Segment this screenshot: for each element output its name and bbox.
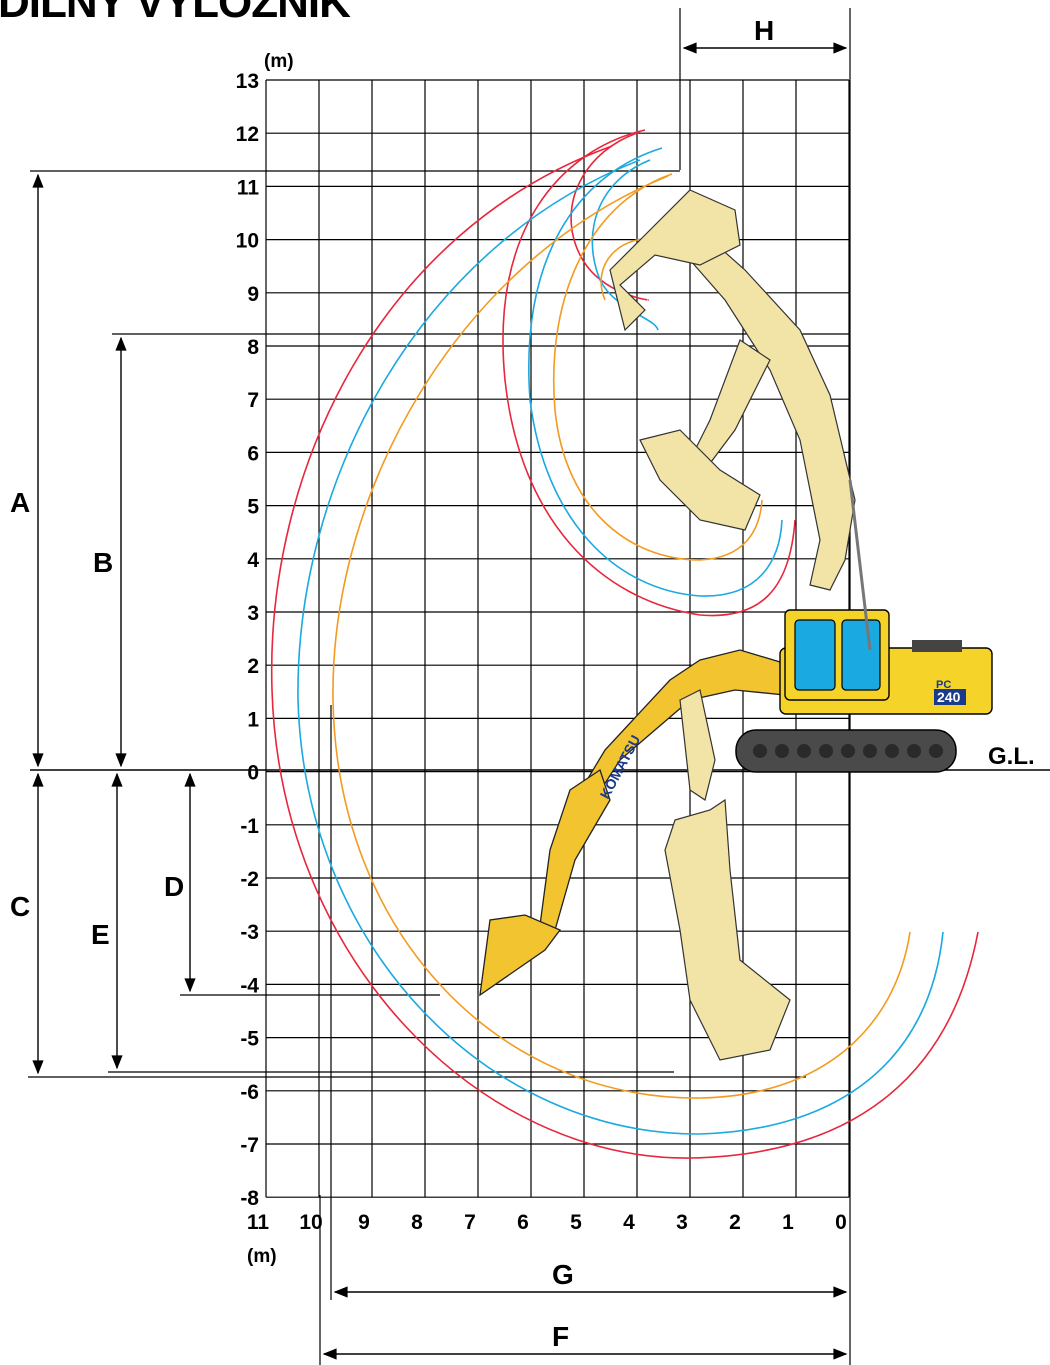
x-axis-ticks: 11 10 9 8 7 6 5 4 3 2 1 0 — [247, 1211, 847, 1234]
red-upper-curve — [502, 129, 796, 617]
y-tick-label: -5 — [240, 1028, 259, 1051]
model-prefix-label: PC — [936, 679, 951, 691]
y-tick-label: 4 — [247, 549, 259, 572]
red-outer-curve — [270, 145, 979, 1159]
dimension-arrows — [32, 42, 848, 1360]
extended-arm-illustration: KOMATSU — [479, 649, 791, 997]
excavator-body: PC 240 — [735, 479, 993, 773]
y-tick-label: -3 — [240, 921, 259, 944]
y-tick-label: 6 — [247, 442, 259, 465]
diagram-title: DILNY VYLOZNIK — [0, 0, 351, 27]
y-tick-label: 0 — [247, 762, 259, 785]
y-tick-label: -4 — [240, 974, 259, 997]
dim-label-g: G — [552, 1259, 574, 1290]
track-roller — [863, 744, 877, 758]
y-tick-label: -7 — [240, 1134, 259, 1157]
y-tick-label: 9 — [247, 283, 259, 306]
track-roller — [753, 744, 767, 758]
y-tick-label: -2 — [240, 868, 259, 891]
track-roller — [929, 744, 943, 758]
dim-label-a: A — [10, 487, 30, 518]
y-tick-label: 5 — [247, 496, 259, 519]
extended-bucket — [479, 914, 562, 997]
x-tick-label: 10 — [299, 1211, 322, 1234]
x-tick-label: 4 — [623, 1211, 635, 1234]
y-tick-label: 8 — [247, 336, 259, 359]
main-stick — [539, 768, 611, 931]
x-tick-label: 5 — [570, 1211, 582, 1234]
orange-upper-curve — [553, 173, 763, 561]
x-unit-label: (m) — [247, 1246, 277, 1267]
model-number-label: 240 — [937, 689, 961, 705]
track-roller — [775, 744, 789, 758]
pale-bucket-mid — [639, 429, 761, 531]
cab-window-side — [841, 619, 881, 691]
dim-label-h: H — [754, 15, 774, 46]
x-tick-label: 0 — [835, 1211, 847, 1234]
model-badge — [934, 689, 966, 705]
y-tick-label: 1 — [247, 708, 259, 731]
y-tick-label: 11 — [237, 176, 260, 199]
pale-boom-low — [664, 798, 791, 1061]
hydraulic-hoses — [848, 479, 872, 651]
track-roller — [841, 744, 855, 758]
track-roller — [885, 744, 899, 758]
pale-stick-low — [679, 689, 716, 801]
orange-outer-curve — [332, 175, 911, 1099]
track-roller — [797, 744, 811, 758]
x-tick-label: 11 — [247, 1211, 270, 1234]
dimension-labels: A B C D E F G H — [10, 15, 774, 1352]
engine-hood — [912, 640, 962, 652]
dim-label-e: E — [91, 919, 110, 950]
pale-stick-mid — [689, 339, 771, 471]
y-unit-label: (m) — [264, 51, 294, 72]
dim-label-f: F — [552, 1321, 569, 1352]
track-roller — [907, 744, 921, 758]
y-tick-label: 2 — [247, 655, 259, 678]
pale-boom-positions — [609, 189, 856, 1061]
x-tick-label: 8 — [411, 1211, 423, 1234]
y-tick-label: 10 — [236, 230, 259, 253]
blue-outer-curve — [297, 159, 944, 1135]
dim-label-b: B — [93, 547, 113, 578]
outer-envelope-curves — [270, 145, 979, 1159]
y-tick-label: 13 — [236, 70, 259, 93]
y-tick-label: 7 — [247, 389, 259, 412]
x-tick-label: 3 — [676, 1211, 688, 1234]
x-tick-label: 1 — [782, 1211, 794, 1234]
y-tick-label: -6 — [240, 1081, 259, 1104]
blue-upper-inner-curve — [591, 159, 659, 331]
y-tick-label: -8 — [240, 1187, 259, 1210]
y-tick-label: 12 — [236, 123, 259, 146]
blue-upper-curve — [528, 147, 783, 597]
y-tick-label: 3 — [247, 602, 259, 625]
dim-label-c: C — [10, 891, 30, 922]
track-rollers — [753, 744, 943, 758]
x-tick-label: 2 — [729, 1211, 741, 1234]
cab-window-front — [794, 619, 836, 691]
ground-level-label: G.L. — [988, 743, 1035, 770]
x-tick-label: 6 — [517, 1211, 529, 1234]
y-tick-label: -1 — [240, 815, 259, 838]
dim-label-d: D — [164, 871, 184, 902]
red-upper-inner-curve — [570, 131, 649, 301]
x-tick-label: 7 — [464, 1211, 476, 1234]
x-tick-label: 9 — [358, 1211, 370, 1234]
pale-stick-high — [609, 189, 741, 332]
track-roller — [819, 744, 833, 758]
grid — [265, 79, 850, 1198]
pale-boom-high — [689, 228, 856, 591]
